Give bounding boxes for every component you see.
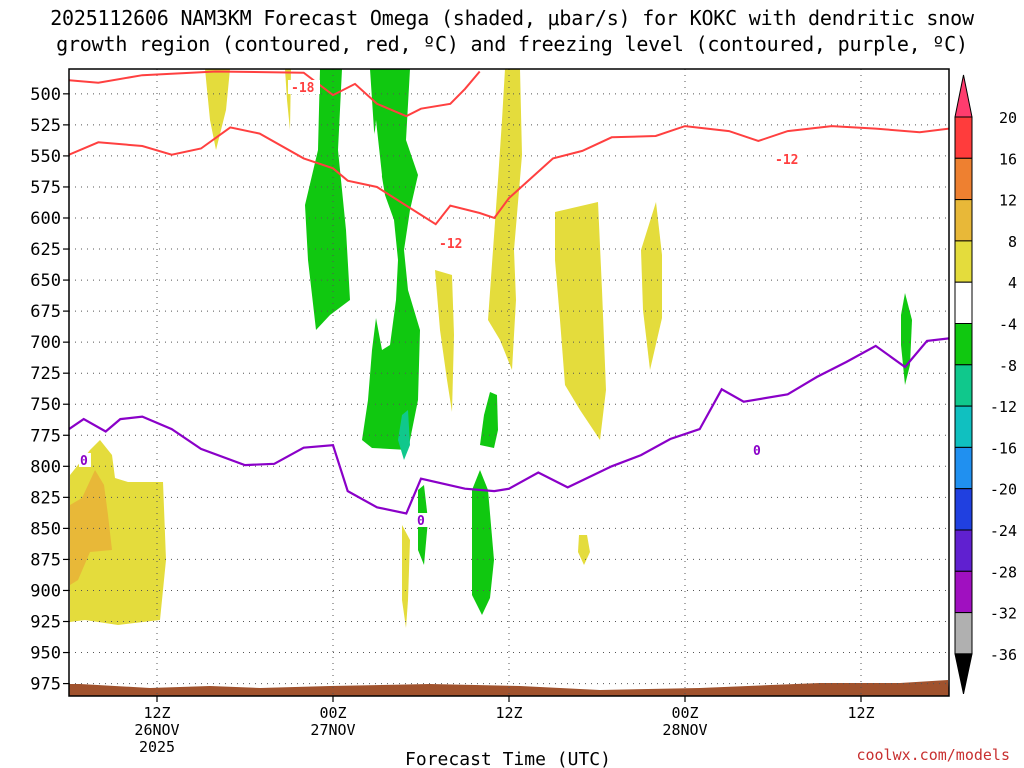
freezing-label-0a: 0 xyxy=(80,454,88,469)
colorbar-cap-bottom xyxy=(954,653,973,695)
colorbar-label: -8 xyxy=(999,357,1017,375)
colorbar-swatch xyxy=(954,405,973,448)
dgz-upper-contour xyxy=(69,70,481,118)
omega-fill-yellow-big xyxy=(555,202,606,440)
colorbar-swatch xyxy=(954,364,973,407)
y-tick-label: 550 xyxy=(30,147,61,167)
colorbar-swatch xyxy=(954,612,973,655)
x-tick-label: 2025 xyxy=(139,738,175,756)
y-tick-label: 650 xyxy=(30,271,61,291)
omega-fill-yellow-col xyxy=(488,69,522,370)
omega-fill-yellow-right xyxy=(641,202,662,370)
omega-fill-orange-lowleft xyxy=(70,470,112,585)
colorbar-swatch xyxy=(954,157,973,201)
y-tick-label: 525 xyxy=(30,116,61,136)
dgz-lower-contour xyxy=(69,125,949,226)
y-tick-label: 750 xyxy=(30,395,61,415)
colorbar-label: -12 xyxy=(990,398,1017,416)
colorbar-swatch xyxy=(954,116,973,159)
omega-fill-white-gap xyxy=(372,120,382,190)
colorbar-label: 16 xyxy=(999,150,1017,168)
y-tick-label: 500 xyxy=(30,85,61,105)
omega-fill-yellow-top2 xyxy=(285,69,291,130)
dgz-label-18: -18 xyxy=(291,81,315,96)
colorbar-label: 8 xyxy=(1008,233,1017,251)
chart-title-line1: 2025112606 NAM3KM Forecast Omega (shaded… xyxy=(50,6,974,30)
y-tick-label: 950 xyxy=(30,644,61,664)
y-tick-label: 600 xyxy=(30,209,61,229)
colorbar-swatch xyxy=(954,323,973,366)
credit-text: coolwx.com/models xyxy=(856,746,1010,764)
freezing-label-0b: 0 xyxy=(417,514,425,529)
x-tick-label: 26NOV xyxy=(134,721,179,739)
x-tick-label: 00Z xyxy=(671,704,698,722)
y-tick-label: 850 xyxy=(30,519,61,539)
freezing-label-0c: 0 xyxy=(753,444,761,459)
colorbar-label: -20 xyxy=(990,481,1017,499)
colorbar-cap-top xyxy=(954,74,973,118)
colorbar-label: -24 xyxy=(990,522,1017,540)
colorbar-swatch xyxy=(954,570,973,614)
vertical-gridlines xyxy=(156,69,862,696)
x-tick-label: 00Z xyxy=(319,704,346,722)
freezing-level-contour xyxy=(69,337,949,515)
y-tick-label: 875 xyxy=(30,550,61,570)
colorbar-label: 20 xyxy=(999,109,1017,127)
y-tick-label: 925 xyxy=(30,613,61,633)
omega-shading xyxy=(70,69,912,628)
omega-fill-green-right xyxy=(901,293,912,385)
colorbar-swatch xyxy=(954,446,973,490)
omega-fill-green-col2 xyxy=(362,69,420,450)
y-tick-label: 700 xyxy=(30,333,61,353)
dgz-label-12b: -12 xyxy=(775,153,798,168)
colorbar-label: -4 xyxy=(999,316,1017,334)
colorbar-swatch xyxy=(954,488,973,531)
x-axis-label: Forecast Time (UTC) xyxy=(405,749,611,768)
x-tick-label: 27NOV xyxy=(310,721,355,739)
colorbar-swatch xyxy=(954,281,973,325)
omega-fill-green-small1 xyxy=(480,392,498,448)
y-tick-label: 900 xyxy=(30,581,61,601)
colorbar-swatch xyxy=(954,240,973,283)
omega-fill-yellow-mid xyxy=(435,270,454,412)
colorbar-label: -16 xyxy=(990,439,1017,457)
colorbar-label: -28 xyxy=(990,563,1017,581)
y-tick-label: 775 xyxy=(30,426,61,446)
colorbar-label: -32 xyxy=(990,605,1017,623)
y-tick-label: 975 xyxy=(30,675,61,695)
y-tick-label: 800 xyxy=(30,457,61,477)
y-tick-label: 675 xyxy=(30,302,61,322)
y-tick-label: 575 xyxy=(30,178,61,198)
omega-fill-yellow-top1 xyxy=(205,69,230,150)
dgz-label-12a: -12 xyxy=(439,237,462,252)
x-tick-label: 28NOV xyxy=(662,721,707,739)
omega-fill-teal xyxy=(398,410,410,460)
colorbar-swatch xyxy=(954,199,973,242)
x-tick-label: 12Z xyxy=(847,704,874,722)
y-tick-label: 825 xyxy=(30,488,61,508)
colorbar: 20 16 12 8 4 -4 -8 -12 -16 -20 -24 -28 -32 -36 xyxy=(954,74,1017,695)
colorbar-label: 4 xyxy=(1008,274,1017,292)
omega-fill-yellow-blob xyxy=(578,535,590,565)
colorbar-label: 12 xyxy=(999,192,1017,210)
colorbar-swatch xyxy=(954,529,973,572)
colorbar-label: -36 xyxy=(990,646,1017,664)
x-tick-label: 12Z xyxy=(143,704,170,722)
chart-title-line2: growth region (contoured, red, ºC) and f… xyxy=(56,32,968,56)
y-axis: 500 525 550 575 600 625 650 675 700 725 750 775 800 8… xyxy=(30,85,69,695)
x-tick-label: 12Z xyxy=(495,704,522,722)
y-tick-label: 625 xyxy=(30,240,61,260)
y-tick-label: 725 xyxy=(30,364,61,384)
omega-fill-green-lower xyxy=(472,470,494,615)
omega-fill-green-col1 xyxy=(305,69,350,330)
omega-fill-yellow-thin xyxy=(402,525,410,628)
